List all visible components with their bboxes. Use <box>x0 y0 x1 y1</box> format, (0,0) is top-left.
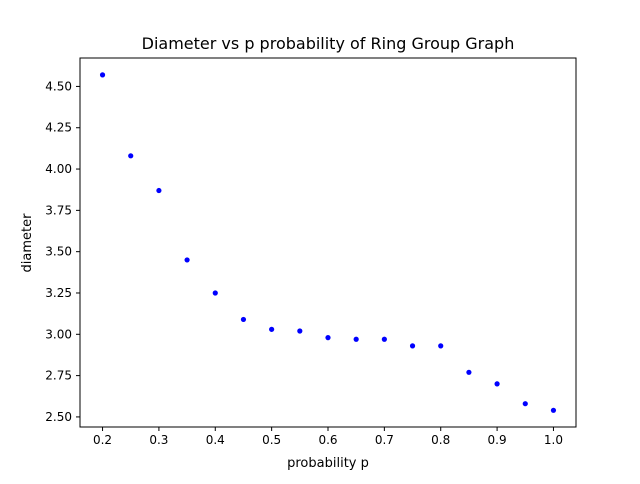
x-tick-label: 0.4 <box>206 433 225 447</box>
data-point <box>409 343 416 349</box>
x-tick-label: 0.9 <box>488 433 507 447</box>
y-tick-label: 4.00 <box>45 162 72 176</box>
y-tick-label: 3.00 <box>45 327 72 341</box>
y-tick-label: 3.50 <box>45 245 72 259</box>
y-tick-label: 3.75 <box>45 203 72 217</box>
x-tick-label: 0.2 <box>93 433 112 447</box>
x-tick-label: 0.3 <box>149 433 168 447</box>
plot-frame <box>79 57 577 428</box>
chart-title: Diameter vs p probability of Ring Group … <box>142 34 515 53</box>
x-tick-label: 0.7 <box>375 433 394 447</box>
x-tick-label: 0.5 <box>262 433 281 447</box>
y-tick-label: 4.25 <box>45 121 72 135</box>
data-point <box>550 407 557 413</box>
data-point <box>269 326 275 332</box>
x-tick-label: 0.6 <box>318 433 337 447</box>
y-tick-label: 3.25 <box>45 286 72 300</box>
data-point <box>466 369 472 375</box>
x-axis-label: probability p <box>287 456 369 471</box>
x-tick-label: 0.8 <box>431 433 450 447</box>
data-point <box>325 335 331 341</box>
data-point <box>240 316 247 323</box>
data-point <box>438 343 444 349</box>
data-point <box>522 401 528 407</box>
y-axis-label: diameter <box>20 213 35 273</box>
y-tick-label: 2.75 <box>45 369 72 383</box>
data-point <box>184 257 190 263</box>
plot-marks: 0.2 0.3 0.4 0.5 0.6 0.7 0.8 0.9 1.0 2.50 2.75 3.00 3… <box>45 57 577 447</box>
y-tick-label: 4.50 <box>45 79 72 93</box>
data-point <box>212 290 218 296</box>
data-point <box>99 72 106 78</box>
data-point <box>297 328 303 334</box>
data-point <box>381 336 387 342</box>
data-point <box>156 187 162 194</box>
x-tick-label: 1.0 <box>544 433 563 447</box>
data-point <box>494 381 500 387</box>
y-tick-label: 2.50 <box>45 410 72 424</box>
data-point <box>128 153 134 159</box>
data-point <box>353 336 359 342</box>
